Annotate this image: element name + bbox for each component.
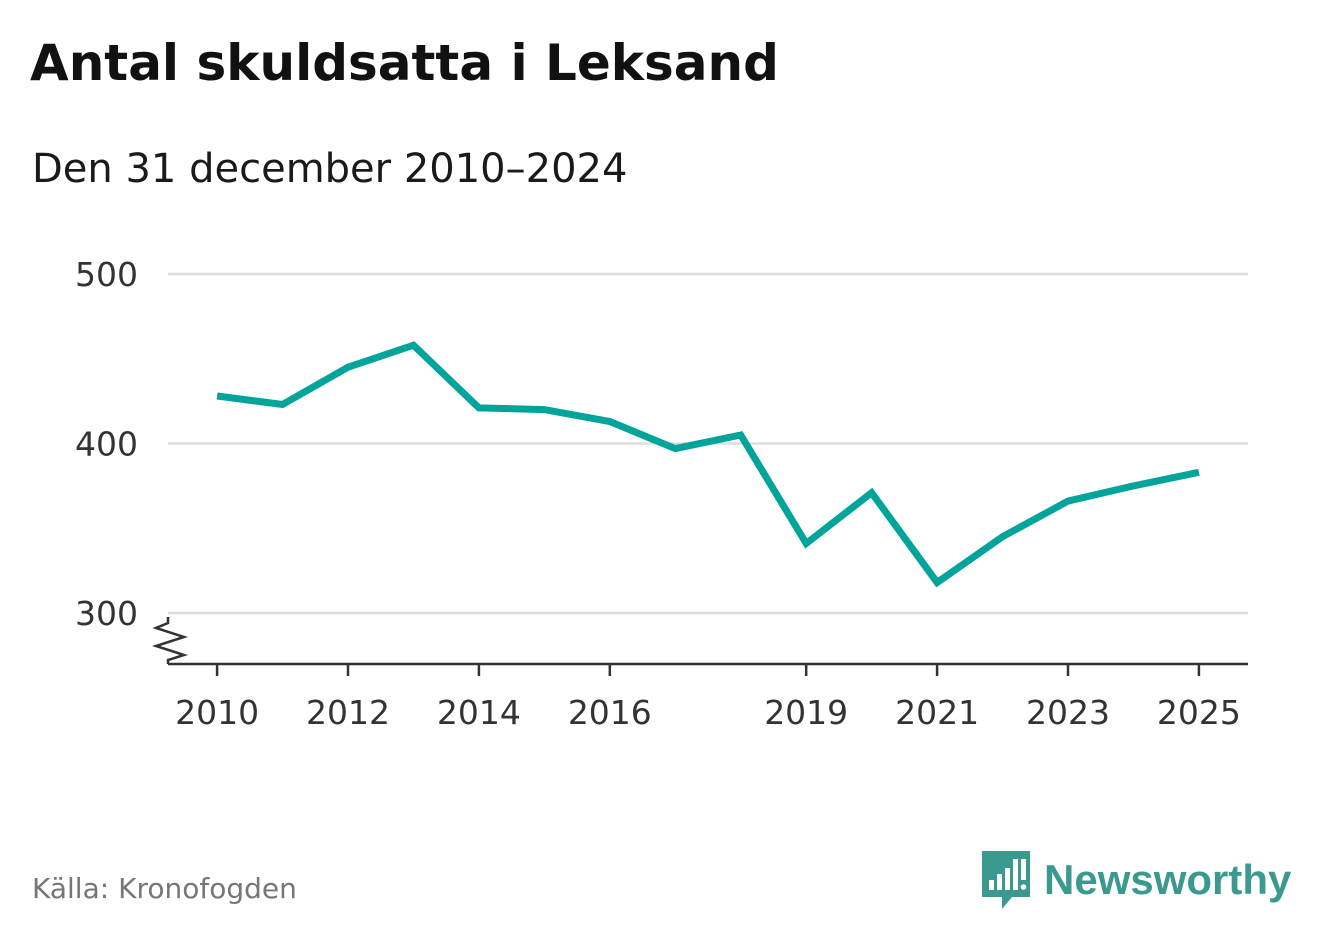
x-tick-label: 2019 <box>764 693 848 732</box>
brand-logo[interactable]: Newsworthy <box>980 848 1291 912</box>
x-tick-label: 2023 <box>1026 693 1110 732</box>
x-axis-ticks: 2010 2012 2014 2016 2019 2021 2023 2025 <box>175 664 1241 732</box>
newsworthy-logo-icon <box>982 851 1030 909</box>
x-tick-label: 2021 <box>895 693 979 732</box>
y-tick-label: 300 <box>75 594 138 633</box>
x-tick-label: 2010 <box>175 693 259 732</box>
x-axis <box>151 617 1248 666</box>
brand-name: Newsworthy <box>1044 856 1292 903</box>
chart-subtitle: Den 31 december 2010–2024 <box>32 146 628 192</box>
y-axis-ticks: 300 400 500 <box>75 255 138 633</box>
y-tick-label: 400 <box>75 425 138 464</box>
x-tick-label: 2012 <box>306 693 390 732</box>
x-tick-label: 2025 <box>1157 693 1241 732</box>
chart-title: Antal skuldsatta i Leksand <box>30 34 779 92</box>
x-tick-label: 2014 <box>437 693 521 732</box>
y-tick-label: 500 <box>75 255 138 294</box>
series-line-0 <box>216 341 1200 588</box>
source-note: Källa: Kronofogden <box>32 872 297 905</box>
series <box>216 341 1200 588</box>
x-tick-label: 2016 <box>568 693 652 732</box>
axis-break-icon <box>151 617 189 664</box>
